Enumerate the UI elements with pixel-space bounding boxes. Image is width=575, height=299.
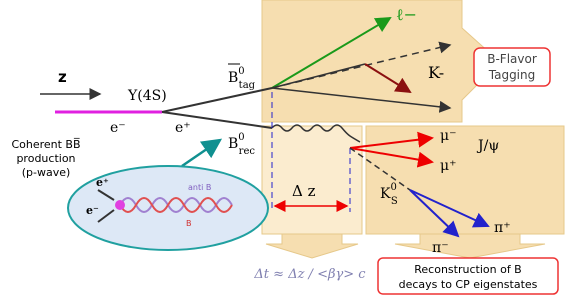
pi-plus: π⁺ xyxy=(494,220,511,236)
delta-t: Δt ≈ Δz / <βγ> c xyxy=(253,267,366,282)
reconstruction-label: Reconstruction of B xyxy=(414,263,521,276)
b-tag-track xyxy=(162,88,272,112)
b-symbol: B xyxy=(228,70,238,86)
vertex xyxy=(115,200,125,210)
production-label: Coherent BB̅ xyxy=(11,138,80,151)
ks-superscript: 0 xyxy=(390,182,396,193)
teal-arrow xyxy=(182,140,220,166)
resonance: Υ(4S) xyxy=(127,88,167,104)
b-superscript: 0 xyxy=(238,66,244,77)
down-arrow xyxy=(266,234,358,258)
b-subscript: tag xyxy=(239,80,256,91)
b-label: B xyxy=(186,219,192,228)
diagram: B-Flavor Tagging z Υ(4S) e⁻ e⁺ B0tag B0r… xyxy=(0,0,575,299)
kaon-label: K- xyxy=(428,63,444,82)
mu-plus: μ⁺ xyxy=(440,158,457,174)
down-arrow xyxy=(395,234,545,258)
axis-label: z xyxy=(58,68,67,86)
dz-region xyxy=(262,126,362,234)
pi-minus: π⁻ xyxy=(432,240,449,256)
mu-minus: μ⁻ xyxy=(440,128,457,144)
ks-symbol: K xyxy=(380,186,391,202)
lepton-label: ℓ− xyxy=(396,5,417,24)
tagging-label: Tagging xyxy=(488,68,536,82)
b-superscript: 0 xyxy=(238,132,244,143)
reconstruction-label: decays to CP eigenstates xyxy=(399,278,538,291)
inset-eminus: e⁻ xyxy=(86,204,99,217)
jpsi: J/ψ xyxy=(476,138,499,154)
b-symbol: B xyxy=(228,136,238,152)
b-subscript: rec xyxy=(239,146,256,157)
tagging-label: B-Flavor xyxy=(487,52,537,66)
ks-subscript: S xyxy=(391,196,398,207)
delta-z: Δ z xyxy=(292,182,316,200)
positron: e⁺ xyxy=(175,120,191,136)
b-rec-label: B0 rec xyxy=(228,132,255,157)
production-label: (p-wave) xyxy=(22,166,71,179)
inset-eplus: e⁺ xyxy=(96,176,109,189)
b-tag-label: B0 tag xyxy=(228,66,256,91)
anti-b-label: anti B xyxy=(188,183,211,192)
electron: e⁻ xyxy=(110,120,126,136)
production-label: production xyxy=(16,152,75,165)
